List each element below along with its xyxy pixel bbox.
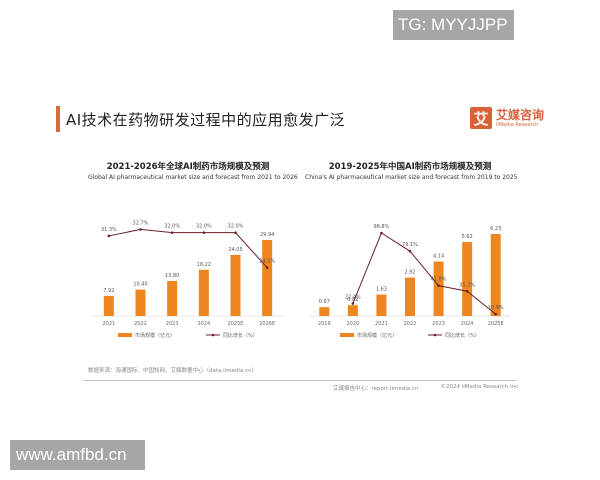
- growth-value-label: 32.0%: [228, 224, 244, 230]
- x-tick-label: 2023: [432, 321, 445, 327]
- bar: [347, 305, 358, 316]
- x-tick-label: 2025E: [228, 321, 244, 327]
- bar-value-label: 0.82: [347, 297, 358, 303]
- bar-value-label: 4.14: [433, 254, 444, 260]
- x-tick-label: 2022: [404, 321, 417, 327]
- legend-bar-swatch: [118, 333, 132, 337]
- bar-value-label: 2.92: [404, 270, 415, 276]
- bar-value-label: 29.94: [260, 232, 274, 238]
- chart-title: 2021-2026年全球AI制药市场规模及预测: [106, 162, 270, 172]
- bar: [433, 261, 444, 316]
- slide-title-text: AI技术在药物研发过程中的应用愈发广泛: [66, 110, 346, 129]
- bar: [376, 294, 387, 316]
- growth-value-label: 24.5%: [259, 259, 275, 265]
- growth-value-label: 98.8%: [373, 224, 389, 230]
- bar-value-label: 6.23: [490, 226, 501, 232]
- growth-value-label: 10.9%: [488, 305, 504, 311]
- bar: [198, 269, 209, 316]
- legend-bar-swatch: [340, 333, 354, 337]
- bar-value-label: 10.40: [133, 282, 147, 288]
- growth-value-label: 41.8%: [431, 277, 447, 283]
- chart-subtitle: Global AI pharmaceutical market size and…: [88, 174, 298, 181]
- legend-label: 市场规模（亿元）: [135, 332, 175, 339]
- bar: [262, 240, 273, 316]
- legend-label: 市场规模（亿元）: [357, 332, 397, 339]
- legend-label: 同比增长（%）: [445, 332, 480, 339]
- logo-en-text: iiMedia Research: [496, 121, 539, 128]
- x-tick-label: 2020: [346, 321, 359, 327]
- x-tick-label: 2025E: [488, 321, 504, 327]
- china-market-chart: 2019-2025年中国AI制药市场规模及预测 China's AI pharm…: [305, 160, 518, 350]
- growth-value-label: 31.3%: [101, 227, 117, 233]
- growth-value-label: 22.4%: [345, 295, 361, 301]
- watermark-bottom: www.amfbd.cn: [10, 440, 145, 470]
- bar: [167, 280, 178, 316]
- x-tick-label: 2023: [166, 321, 179, 327]
- growth-line: [352, 232, 497, 315]
- x-tick-label: 2024: [197, 321, 210, 327]
- legend-label: 同比增长（%）: [223, 332, 258, 339]
- x-tick-label: 2021: [375, 321, 388, 327]
- chart-plot: 0.67 2019 0.82 2020 1.63 2021 2.92 2022 4.14 2023…: [309, 224, 511, 339]
- bar: [103, 295, 114, 316]
- bar: [135, 289, 146, 316]
- footer-right: 艾媒报告中心：report.iimedia.cn ©2024 iiMedia R…: [333, 384, 518, 392]
- chart-plot: 7.92 2021 10.40 2022 13.80 2023 18.22 2024 24.05…: [92, 220, 284, 339]
- bar-value-label: 13.80: [165, 273, 179, 279]
- bar-value-label: 18.22: [197, 262, 211, 268]
- chart-subtitle: China's AI pharmaceutical market size an…: [305, 174, 518, 181]
- copyright-text: ©2024 iiMedia Research Inc: [440, 384, 519, 390]
- x-tick-label: 2026E: [259, 321, 275, 327]
- growth-value-label: 32.0%: [164, 224, 180, 230]
- report-center-link[interactable]: 艾媒报告中心：report.iimedia.cn: [333, 386, 419, 392]
- global-market-chart: 2021-2026年全球AI制药市场规模及预测 Global AI pharma…: [88, 160, 298, 350]
- logo-cn-text: 艾媒咨询: [496, 107, 545, 122]
- chart-title: 2019-2025年中国AI制药市场规模及预测: [328, 162, 492, 172]
- watermark-top: TG: MYYJJPP: [393, 10, 514, 40]
- x-tick-label: 2019: [318, 321, 331, 327]
- x-tick-label: 2021: [102, 321, 115, 327]
- bar: [230, 254, 241, 316]
- logo-mark-icon: 艾: [470, 107, 492, 129]
- bar: [462, 242, 473, 316]
- bar: [490, 234, 501, 316]
- growth-value-label: 79.1%: [402, 242, 418, 248]
- slide-title: AI技术在药物研发过程中的应用愈发广泛: [56, 106, 345, 132]
- footer-divider: [84, 380, 516, 381]
- bar: [405, 277, 415, 316]
- growth-value-label: 32.0%: [196, 224, 212, 230]
- growth-value-label: 32.7%: [133, 220, 149, 226]
- x-tick-label: 2024: [461, 321, 474, 327]
- bar: [319, 307, 330, 316]
- bar-value-label: 24.05: [228, 247, 242, 253]
- growth-value-label: 35.7%: [459, 282, 475, 288]
- bar-value-label: 7.92: [103, 288, 114, 294]
- bar-value-label: 5.62: [462, 234, 473, 240]
- data-source-note: 数据来源：海通国际、中国知网、艾媒数据中心（data.iimedia.cn）: [88, 368, 258, 374]
- growth-line: [108, 228, 268, 269]
- bar-value-label: 1.63: [376, 287, 387, 293]
- bar-value-label: 0.67: [319, 299, 330, 305]
- title-accent-bar: [56, 106, 60, 132]
- x-tick-label: 2022: [134, 321, 147, 327]
- iimedia-logo: 艾 艾媒咨询 iiMedia Research: [470, 107, 544, 129]
